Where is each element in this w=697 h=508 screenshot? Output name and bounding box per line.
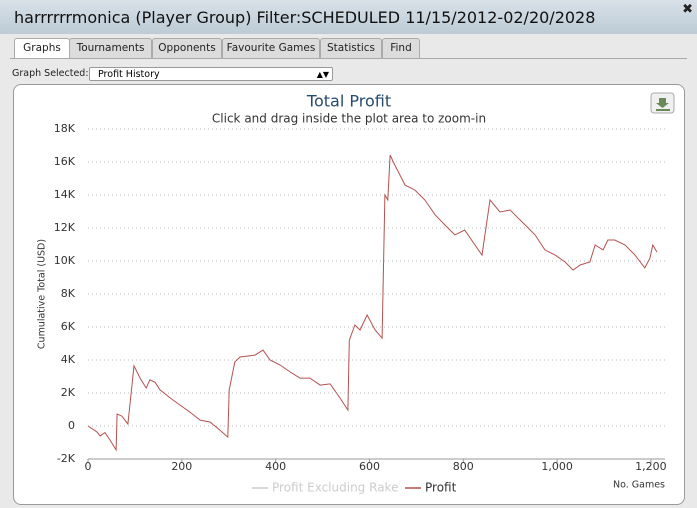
y-tick-label: 0: [68, 419, 75, 432]
x-axis-label: No. Games: [613, 480, 665, 491]
chart-subtitle: Click and drag inside the plot area to z…: [212, 112, 486, 126]
x-tick-label: 0: [85, 460, 92, 473]
y-axis-label: Cumulative Total (USD): [37, 239, 48, 349]
chart-title: Total Profit: [306, 92, 391, 111]
x-tick-label: 600: [359, 460, 380, 473]
y-tick-label: 4K: [61, 353, 76, 366]
tab-divider: [10, 58, 687, 59]
x-tick-label: 200: [171, 460, 192, 473]
select-arrow: ▲▼: [316, 70, 329, 79]
y-tick-label: 10K: [54, 254, 76, 267]
tab[interactable]: Find: [382, 38, 420, 58]
tab[interactable]: Favourite Games: [222, 38, 320, 58]
window-title: harrrrrrmonica (Player Group) Filter:SCH…: [14, 8, 596, 27]
y-tick-label: 12K: [54, 221, 76, 234]
close-button[interactable]: ✖: [682, 2, 693, 17]
y-tick-label: 14K: [54, 188, 76, 201]
y-tick-label: 16K: [54, 155, 76, 168]
y-tick-label: 2K: [61, 386, 76, 399]
profit-line: [87, 154, 658, 452]
y-tick-label: 8K: [61, 287, 76, 300]
y-tick-label: 18K: [54, 122, 76, 135]
x-tick-label: 800: [453, 460, 474, 473]
graph-select-value: Profit History: [98, 69, 160, 80]
title-bar: harrrrrrmonica (Player Group) Filter:SCH…: [0, 0, 697, 34]
download-icon: [656, 98, 670, 111]
y-tick-label: 6K: [61, 320, 76, 333]
tab[interactable]: Statistics: [320, 38, 382, 58]
legend-label: Profit Excluding Rake: [272, 481, 398, 495]
tab[interactable]: Graphs: [14, 38, 70, 59]
x-tick-label: 1,200: [635, 460, 667, 473]
y-tick-label: -2K: [57, 452, 76, 465]
x-tick-label: 400: [265, 460, 286, 473]
x-tick-label: 1,000: [541, 460, 573, 473]
tab[interactable]: Opponents: [152, 38, 222, 58]
legend-label: Profit: [425, 481, 457, 495]
graph-select-label: Graph Selected:: [12, 68, 89, 79]
graph-select[interactable]: Profit History ▲▼: [89, 67, 333, 81]
tab[interactable]: Tournaments: [69, 38, 152, 58]
